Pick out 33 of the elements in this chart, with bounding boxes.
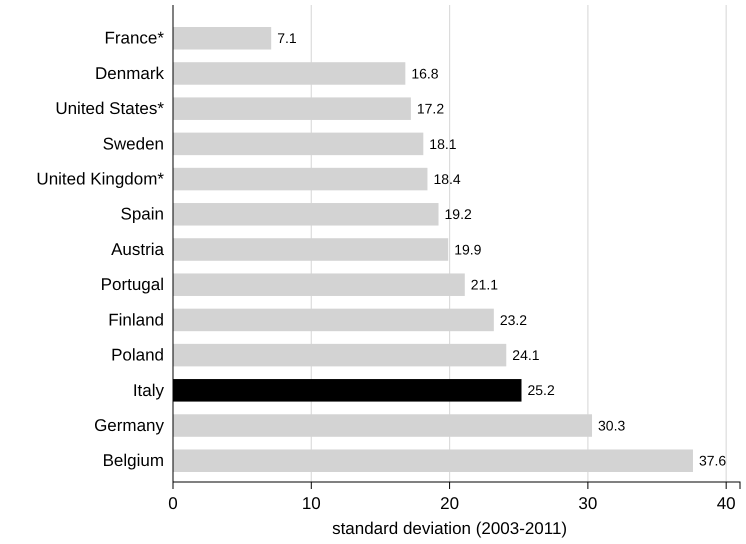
data-label: 17.2 [416, 100, 444, 117]
data-label: 25.2 [528, 382, 555, 398]
y-tick-label: France* [104, 28, 164, 48]
x-axis-title: standard deviation (2003-2011) [332, 519, 568, 538]
y-tick-label: Denmark [95, 64, 164, 83]
y-tick-label: Spain [120, 204, 164, 224]
data-label: 30.3 [598, 417, 626, 434]
y-tick-label: Germany [94, 416, 164, 435]
bar [173, 27, 272, 50]
y-tick-label: United States* [55, 99, 164, 118]
x-tick-label: 30 [578, 494, 598, 513]
data-label: 19.9 [454, 241, 482, 258]
y-tick-label: Portugal [100, 275, 164, 294]
y-tick-label: United Kingdom* [36, 170, 164, 189]
data-label: 18.4 [433, 170, 461, 187]
x-tick-label: 10 [302, 494, 321, 513]
y-tick-label: Belgium [102, 451, 164, 470]
data-label: 24.1 [512, 347, 540, 364]
x-tick-label: 40 [716, 494, 736, 513]
x-tick-label: 20 [440, 494, 460, 513]
data-label: 19.2 [444, 206, 472, 222]
data-label: 18.1 [429, 136, 457, 152]
data-label: 7.1 [277, 30, 297, 46]
data-label: 23.2 [500, 312, 528, 328]
data-label: 16.8 [411, 65, 439, 82]
y-tick-label: Finland [108, 310, 164, 330]
x-tick-label: 0 [168, 494, 178, 513]
y-tick-label: Austria [111, 240, 165, 259]
data-label: 37.6 [698, 452, 726, 469]
data-label: 21.1 [470, 276, 498, 293]
y-tick-label: Italy [132, 380, 164, 400]
y-tick-label: Poland [111, 346, 164, 365]
y-tick-label: Sweden [102, 134, 164, 154]
